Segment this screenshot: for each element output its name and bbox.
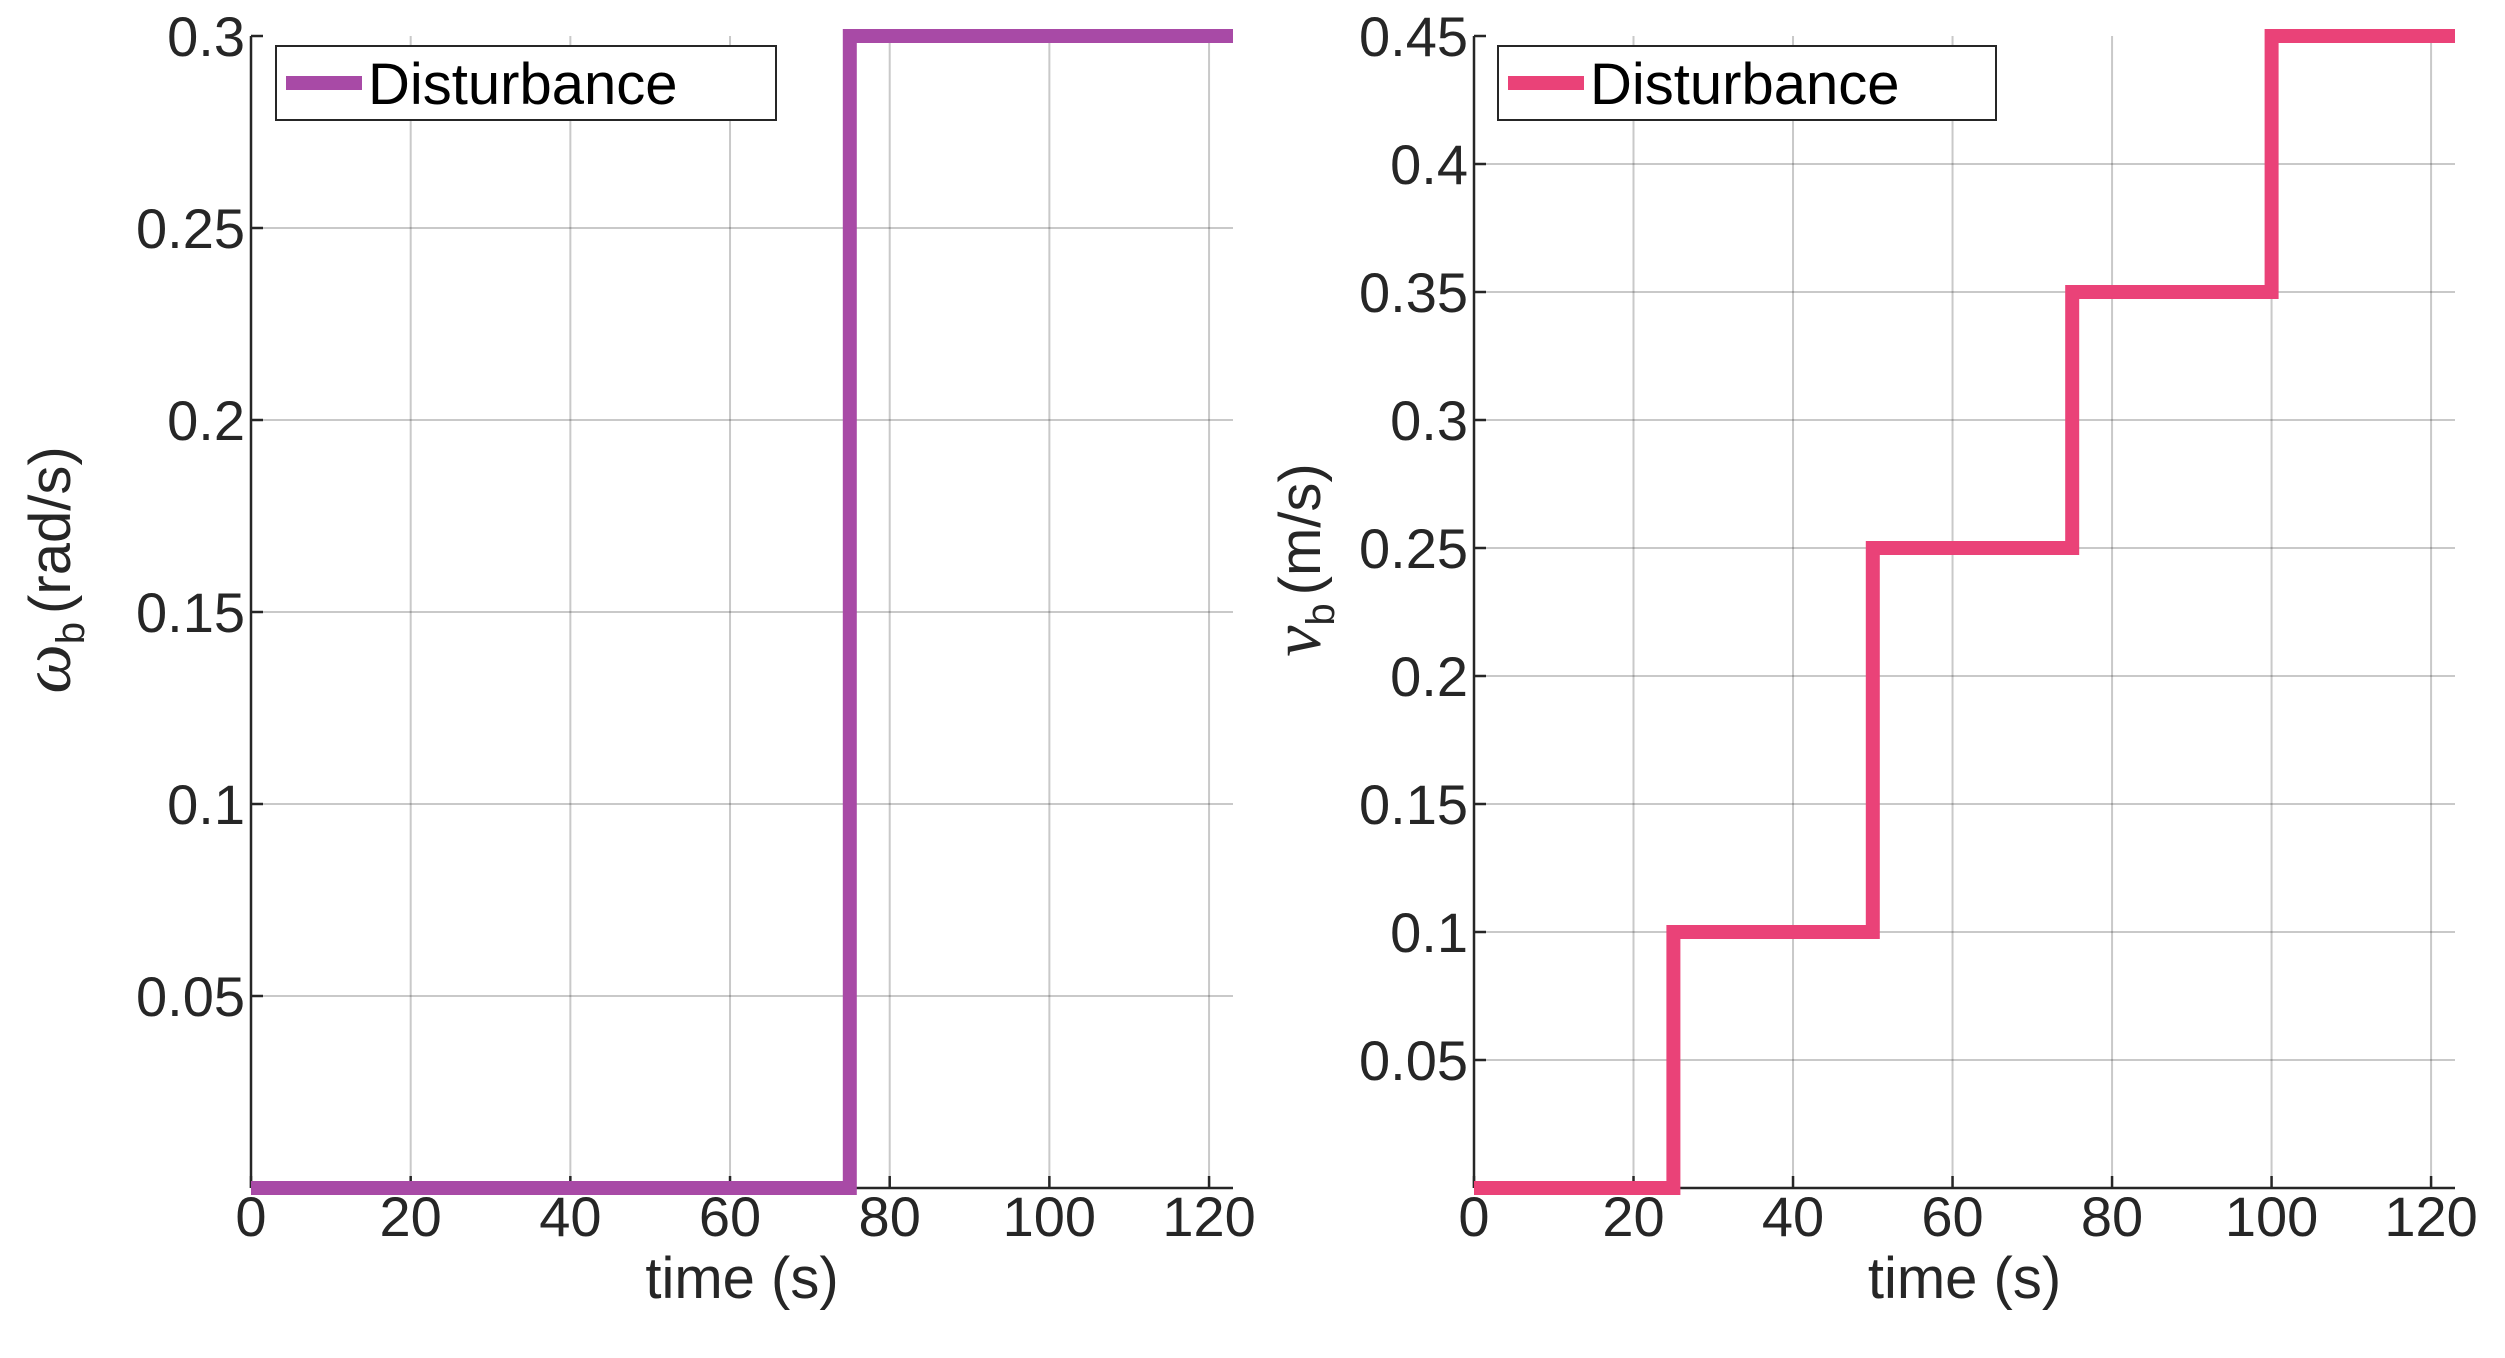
y-tick-label: 0.35 — [1359, 261, 1468, 324]
x-tick-label: 100 — [1003, 1185, 1096, 1248]
series-line — [1474, 29, 2455, 1195]
y-tick-label: 0.45 — [1359, 5, 1468, 68]
x-axis-label: time (s) — [1868, 1246, 2061, 1311]
plot-area — [1474, 36, 2455, 1188]
y-tick-label: 0.15 — [1359, 773, 1468, 836]
y-axis-label: vb (m/s) — [1259, 463, 1343, 656]
x-tick-label: 20 — [380, 1185, 442, 1248]
y-axis-subscript: b — [49, 622, 93, 644]
x-tick-label: 80 — [859, 1185, 921, 1248]
x-tick-label: 80 — [2081, 1185, 2143, 1248]
grid — [1474, 36, 2455, 1188]
omega-disturbance-chart: 0 20 40 60 80 100 120 0.05 0.1 0.15 0.2 0.25 0.3 time… — [9, 5, 1256, 1311]
y-tick-label: 0.25 — [1359, 517, 1468, 580]
legend: Disturbance — [275, 45, 777, 121]
legend-label: Disturbance — [368, 52, 677, 117]
legend-label: Disturbance — [1590, 52, 1899, 117]
x-tick-label: 40 — [539, 1185, 601, 1248]
x-tick-label: 120 — [2384, 1185, 2477, 1248]
y-axis-unit: (rad/s) — [18, 446, 83, 614]
x-tick-label: 0 — [1458, 1185, 1489, 1248]
plot-area — [251, 36, 1233, 1188]
y-tick-label: 0.2 — [1390, 645, 1468, 708]
y-tick-label: 0.3 — [167, 5, 245, 68]
y-axis-label: ωb (rad/s) — [9, 446, 93, 693]
x-tick-label: 40 — [1762, 1185, 1824, 1248]
y-tick-label: 0.4 — [1390, 133, 1468, 196]
y-tick-label: 0.2 — [167, 389, 245, 452]
x-tick-label: 60 — [699, 1185, 761, 1248]
series-line — [251, 29, 1233, 1195]
y-axis-symbol: v — [1259, 625, 1336, 657]
x-tick-label: 100 — [2225, 1185, 2318, 1248]
x-tick-label: 60 — [1921, 1185, 1983, 1248]
y-tick-label: 0.05 — [136, 965, 245, 1028]
y-tick-label: 0.1 — [167, 773, 245, 836]
y-axis-symbol: ω — [9, 644, 86, 693]
legend: Disturbance — [1497, 45, 1997, 121]
x-axis-label: time (s) — [645, 1246, 838, 1311]
x-tick-label: 0 — [235, 1185, 266, 1248]
y-axis-subscript: b — [1299, 603, 1343, 625]
velocity-disturbance-chart: 0 20 40 60 80 100 120 0.05 0.1 0.15 0.2 0.25 0.3 0.35… — [1259, 5, 2478, 1311]
y-tick-label: 0.3 — [1390, 389, 1468, 452]
x-tick-label: 120 — [1162, 1185, 1255, 1248]
y-tick-label: 0.05 — [1359, 1029, 1468, 1092]
y-tick-label: 0.25 — [136, 197, 245, 260]
x-tick-label: 20 — [1602, 1185, 1664, 1248]
y-axis-unit: (m/s) — [1268, 463, 1333, 595]
y-tick-label: 0.1 — [1390, 901, 1468, 964]
grid — [251, 36, 1233, 1188]
legend-box — [275, 45, 777, 121]
y-tick-label: 0.15 — [136, 581, 245, 644]
